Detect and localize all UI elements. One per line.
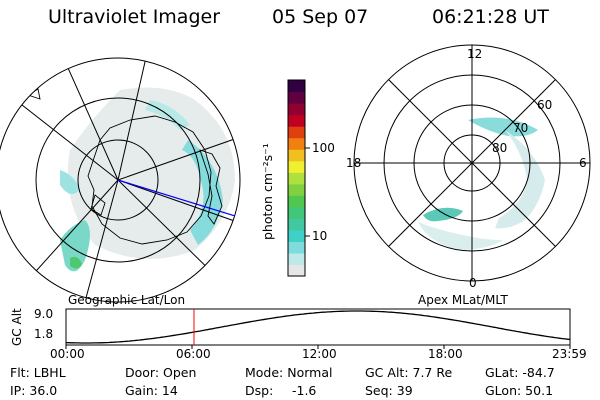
glon-info: GLon: 50.1 bbox=[485, 383, 554, 398]
colorbar-band bbox=[288, 252, 305, 266]
colorbar-band bbox=[288, 80, 305, 93]
mlt-label-12: 12 bbox=[467, 47, 483, 61]
mlt-label-6: 6 bbox=[579, 156, 587, 170]
xtick-1800: 18:00 bbox=[428, 347, 463, 361]
satellite-track-line bbox=[117, 179, 240, 221]
altitude-curve bbox=[65, 310, 571, 344]
altitude-plot bbox=[65, 308, 571, 349]
colorbar-band bbox=[288, 195, 305, 208]
geographic-map bbox=[0, 57, 241, 303]
ip-info: IP: 36.0 bbox=[10, 383, 58, 398]
colorbar-band bbox=[288, 206, 305, 219]
geo-caption: Geographic Lat/Lon bbox=[68, 293, 186, 307]
mode-info: Mode: Normal bbox=[245, 365, 333, 380]
geo-aurora-image bbox=[60, 87, 236, 272]
xtick-1200: 12:00 bbox=[302, 347, 337, 361]
colorbar-band bbox=[288, 218, 305, 231]
mlat-label-70: 70 bbox=[513, 121, 529, 135]
colorbar-band bbox=[288, 137, 305, 150]
colorbar-tick-10: 10 bbox=[312, 229, 328, 243]
colorbar-band bbox=[288, 126, 305, 139]
colorbar-band bbox=[288, 91, 305, 104]
magnetic-map bbox=[353, 44, 591, 282]
seq-info: Seq: 39 bbox=[365, 383, 413, 398]
glat-info: GLat: -84.7 bbox=[485, 365, 555, 380]
mag-aurora-image bbox=[418, 117, 545, 250]
door-info: Door: Open bbox=[125, 365, 197, 380]
colorbar-band bbox=[288, 264, 305, 277]
mlt-label-18: 18 bbox=[346, 156, 362, 170]
mlt-grid bbox=[354, 45, 590, 281]
colorbar-band bbox=[288, 183, 305, 196]
mlat-label-80: 80 bbox=[492, 141, 508, 155]
altitude-ylabel: GC Alt bbox=[10, 308, 24, 346]
colorbar bbox=[287, 79, 310, 277]
xtick-0600: 06:00 bbox=[176, 347, 211, 361]
gain-info: Gain: 14 bbox=[125, 383, 178, 398]
altitude-ytick-min: 1.8 bbox=[34, 327, 54, 341]
dsp-label: Dsp: bbox=[245, 383, 274, 398]
colorbar-band bbox=[288, 160, 305, 173]
time-label: 06:21:28 UT bbox=[432, 6, 549, 28]
date-label: 05 Sep 07 bbox=[272, 6, 369, 28]
colorbar-unit-label: photon cm⁻²s⁻¹ bbox=[260, 143, 275, 240]
mag-caption: Apex MLat/MLT bbox=[418, 293, 508, 307]
xtick-0000: 00:00 bbox=[50, 347, 85, 361]
colorbar-band bbox=[288, 103, 305, 116]
mlt-label-0: 0 bbox=[469, 276, 477, 290]
colorbar-band bbox=[288, 114, 305, 127]
colorbar-band bbox=[288, 149, 305, 162]
colorbar-band bbox=[288, 172, 305, 185]
instrument-title: Ultraviolet Imager bbox=[48, 6, 221, 28]
filter-info: Flt: LBHL bbox=[10, 365, 66, 380]
gc-alt-info: GC Alt: 7.7 Re bbox=[365, 365, 453, 380]
colorbar-tick-100: 100 bbox=[312, 141, 335, 155]
altitude-ytick-max: 9.0 bbox=[34, 307, 54, 321]
mlat-label-60: 60 bbox=[537, 98, 553, 112]
dsp-value: -1.6 bbox=[292, 383, 317, 398]
xtick-2359: 23:59 bbox=[552, 347, 587, 361]
colorbar-band bbox=[288, 229, 305, 243]
colorbar-band bbox=[288, 241, 305, 254]
